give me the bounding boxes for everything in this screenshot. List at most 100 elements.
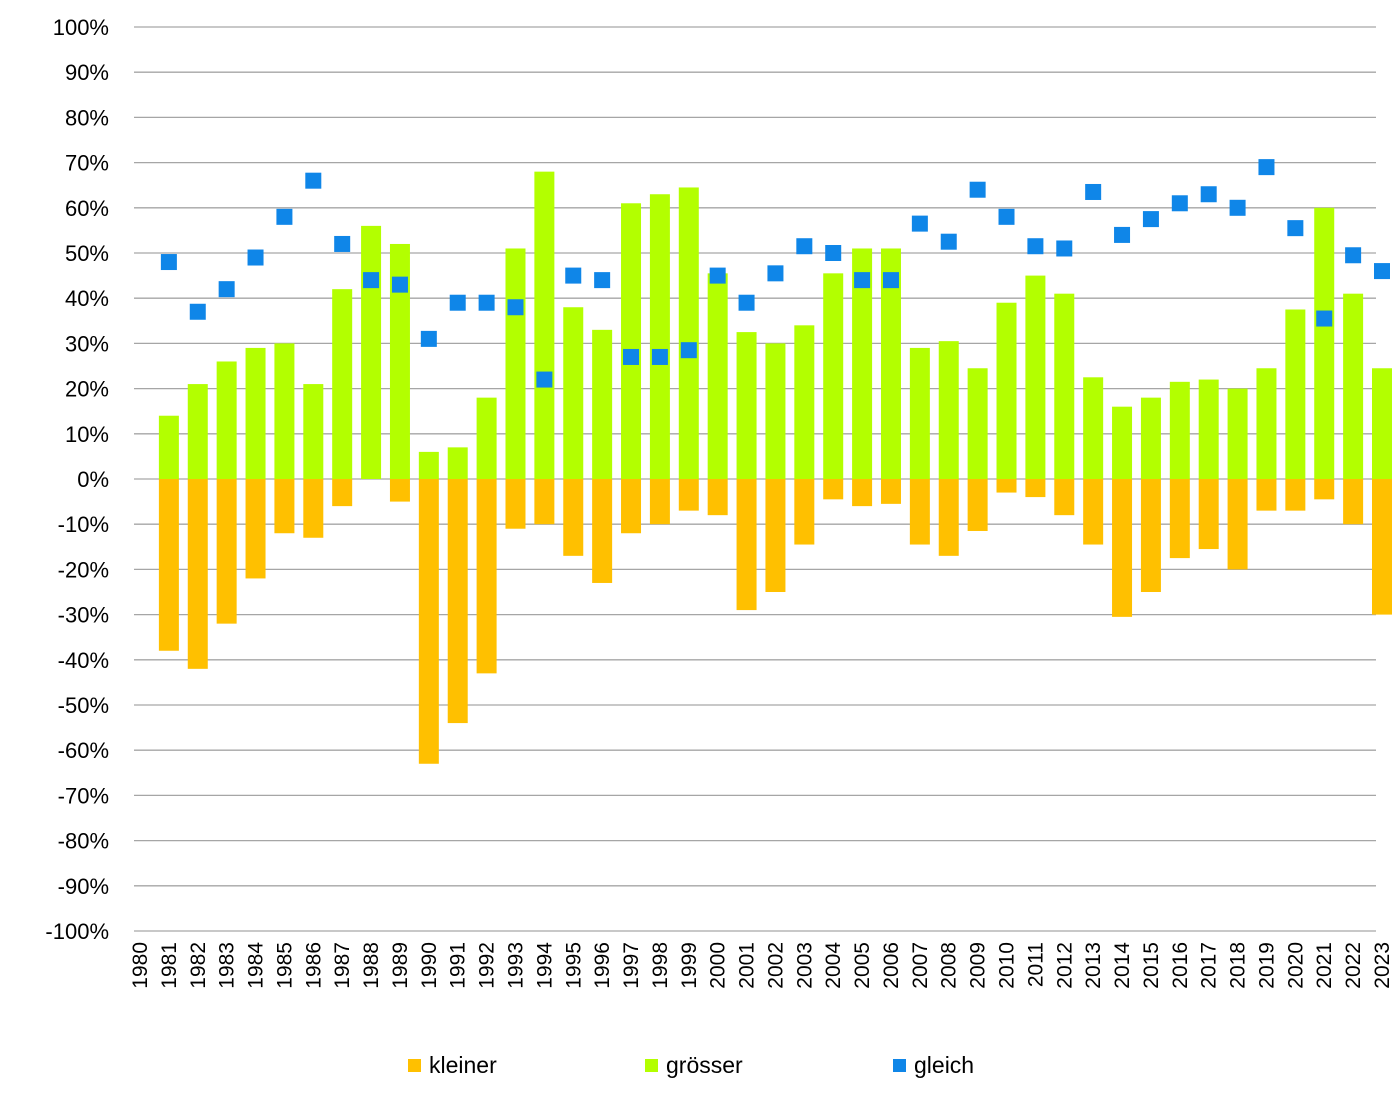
bar-kleiner-1998 <box>649 479 670 525</box>
point-gleich-1989 <box>391 276 408 293</box>
x-tick-label: 2018 <box>1227 942 1250 989</box>
bar-grösser-1985 <box>274 343 295 479</box>
point-gleich-1999 <box>680 342 697 359</box>
bar-grösser-1996 <box>592 329 613 479</box>
bar-grösser-1999 <box>678 187 699 479</box>
y-tick-label: -60% <box>58 738 109 763</box>
point-gleich-1984 <box>247 249 264 266</box>
bar-grösser-1991 <box>447 447 468 479</box>
x-tick-label: 2020 <box>1284 942 1307 989</box>
x-tick-label: 1985 <box>273 942 296 989</box>
x-tick-label: 1986 <box>302 942 325 989</box>
point-gleich-1988 <box>363 272 380 289</box>
x-tick-label: 1992 <box>476 942 499 989</box>
bar-grösser-2023 <box>1372 368 1392 479</box>
bar-kleiner-2014 <box>1112 479 1133 617</box>
bar-kleiner-2009 <box>967 479 988 531</box>
y-tick-label: 50% <box>65 241 109 266</box>
y-tick-label: 80% <box>65 105 109 130</box>
bar-kleiner-1997 <box>621 479 642 534</box>
x-tick-label: 1989 <box>389 942 412 989</box>
bar-kleiner-1989 <box>389 479 410 502</box>
bar-kleiner-2022 <box>1343 479 1364 525</box>
x-tick-label: 1995 <box>562 942 585 989</box>
bar-grösser-2007 <box>909 347 930 479</box>
bar-kleiner-1990 <box>418 479 439 764</box>
bar-kleiner-1986 <box>303 479 324 538</box>
point-gleich-1985 <box>276 208 293 225</box>
y-tick-label: -70% <box>58 783 109 808</box>
y-tick-label: -80% <box>58 829 109 854</box>
point-gleich-2013 <box>1085 183 1102 200</box>
bar-grösser-1987 <box>332 289 353 479</box>
bar-kleiner-2011 <box>1025 479 1046 498</box>
y-tick-label: -10% <box>58 512 109 537</box>
x-tick-label: 2015 <box>1140 942 1163 989</box>
x-tick-label: 1987 <box>331 942 354 989</box>
bar-grösser-2008 <box>938 341 959 479</box>
bar-kleiner-1996 <box>592 479 613 583</box>
bar-grösser-2019 <box>1256 368 1277 479</box>
bar-grösser-1995 <box>563 307 584 479</box>
bar-grösser-2022 <box>1343 293 1364 479</box>
point-gleich-2022 <box>1345 247 1362 264</box>
bar-grösser-1997 <box>621 203 642 479</box>
x-axis-ticks: 1980 1981 1982 1983 1984 1985 1986 1987 1988 1989… <box>129 942 1394 989</box>
point-gleich-1990 <box>420 330 437 347</box>
bar-kleiner-2020 <box>1285 479 1306 511</box>
y-axis-ticks: 100% 90% 80% 70% 60% 50% 40% 30% 20% 10% 0% -10% -20… <box>45 15 109 944</box>
point-gleich-1996 <box>594 272 611 289</box>
bar-grösser-1998 <box>649 194 670 480</box>
x-tick-label: 1988 <box>360 942 383 989</box>
x-tick-label: 1998 <box>649 942 672 989</box>
x-tick-label: 2002 <box>764 942 787 989</box>
x-tick-label: 2001 <box>736 942 759 989</box>
point-gleich-2015 <box>1142 211 1159 228</box>
bar-grösser-2016 <box>1169 381 1190 479</box>
point-gleich-1993 <box>507 299 524 316</box>
bar-grösser-2011 <box>1025 275 1046 479</box>
bar-grösser-2005 <box>852 248 873 479</box>
x-tick-label: 2006 <box>880 942 903 989</box>
bar-kleiner-1985 <box>274 479 295 534</box>
bar-kleiner-2003 <box>794 479 815 545</box>
point-gleich-1986 <box>305 172 322 189</box>
x-tick-label: 2000 <box>707 942 730 989</box>
x-tick-label: 1990 <box>418 942 441 989</box>
bar-grösser-1994 <box>534 171 555 479</box>
point-gleich-2009 <box>969 181 986 198</box>
point-gleich-2002 <box>767 265 784 282</box>
bar-grösser-2017 <box>1198 379 1219 479</box>
x-tick-label: 2023 <box>1371 942 1394 989</box>
legend-swatch-kleiner <box>408 1058 421 1072</box>
y-tick-label: 0% <box>77 467 109 492</box>
legend-label-gleich: gleich <box>914 1051 975 1078</box>
point-gleich-1991 <box>449 294 466 311</box>
y-tick-label: -100% <box>45 919 109 944</box>
x-tick-label: 1991 <box>447 942 470 989</box>
point-gleich-2016 <box>1171 195 1188 212</box>
bar-grösser-2006 <box>880 248 901 479</box>
point-gleich-1992 <box>478 294 495 311</box>
y-tick-label: 90% <box>65 60 109 85</box>
bar-kleiner-2006 <box>880 479 901 504</box>
bar-kleiner-1993 <box>505 479 526 529</box>
bar-grösser-2021 <box>1314 207 1335 480</box>
point-gleich-2000 <box>709 267 726 284</box>
point-gleich-1983 <box>218 281 235 298</box>
x-tick-label: 1983 <box>216 942 239 989</box>
x-tick-label: 2014 <box>1111 942 1134 989</box>
point-gleich-2001 <box>738 294 755 311</box>
bar-grösser-2012 <box>1054 293 1075 479</box>
bar-kleiner-2019 <box>1256 479 1277 511</box>
bar-kleiner-2015 <box>1140 479 1161 592</box>
x-tick-label: 2017 <box>1198 942 1221 989</box>
point-gleich-2019 <box>1258 159 1275 176</box>
legend-label-kleiner: kleiner <box>429 1051 497 1078</box>
bar-kleiner-2013 <box>1083 479 1104 545</box>
bar-grösser-2009 <box>967 368 988 479</box>
bar-kleiner-2000 <box>707 479 728 516</box>
bar-kleiner-1987 <box>332 479 353 507</box>
bar-grösser-1982 <box>187 384 208 479</box>
